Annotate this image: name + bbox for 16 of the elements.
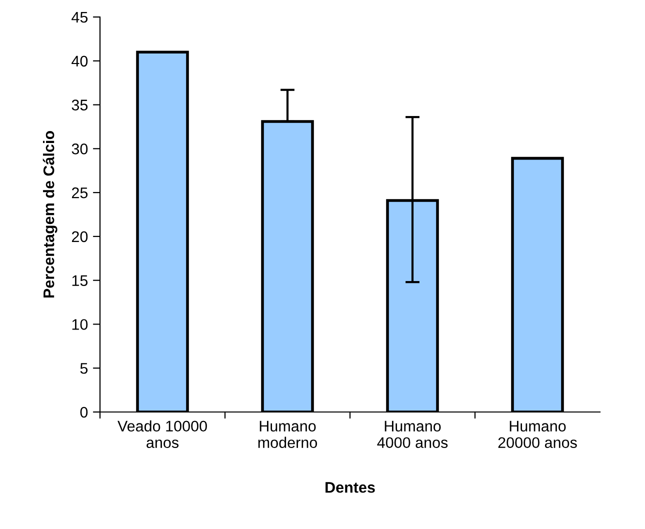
y-tick-label: 30 <box>72 144 88 154</box>
y-axis-title: Percentagem de Cálcio <box>42 131 58 298</box>
y-tick-label: 20 <box>72 231 88 242</box>
y-tick-label: 15 <box>72 275 88 286</box>
y-tick-label: 40 <box>72 56 88 67</box>
x-axis-title: Dentes <box>326 482 375 493</box>
y-tick-label: 5 <box>80 363 88 374</box>
y-tick-label: 45 <box>72 12 88 23</box>
x-tick-label: Humano 20000 anos <box>498 420 577 448</box>
y-tick-label: 35 <box>72 100 88 110</box>
y-tick-label: 0 <box>80 406 88 418</box>
y-tick-label: 10 <box>72 319 88 330</box>
x-tick-label: Humano moderno <box>258 420 318 448</box>
x-tick-label: Humano 4000 anos <box>377 420 448 448</box>
x-tick-label: Veado 10000 anos <box>118 420 207 448</box>
y-tick-label: 25 <box>72 187 88 198</box>
